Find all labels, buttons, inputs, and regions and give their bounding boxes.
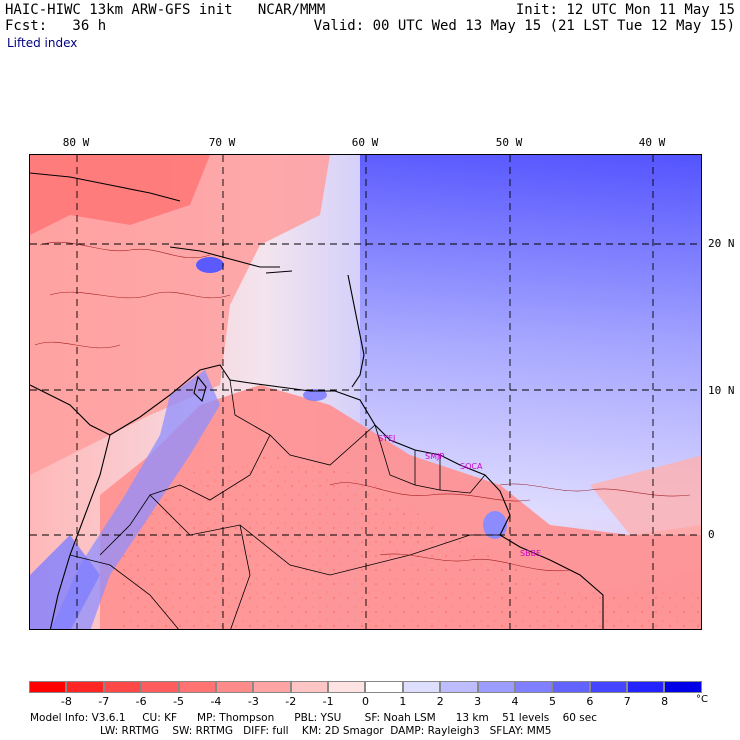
colorbar-box [365, 681, 403, 693]
colorbar-box [627, 681, 665, 693]
colorbar-box [141, 681, 179, 693]
lat-label-0: 0 [708, 528, 715, 541]
field-name: Lifted index [7, 36, 78, 50]
colorbar-tick-label: -6 [135, 695, 147, 708]
colorbar-box [215, 681, 254, 693]
station-sbbe: SBBE [520, 549, 541, 558]
colorbar-tick-label: 7 [623, 695, 631, 708]
colorbar-unit: °C [696, 694, 708, 705]
colorbar-tick-label: -5 [173, 695, 185, 708]
colorbar-tick-label: -1 [322, 695, 334, 708]
colorbar-box [552, 681, 590, 693]
colorbar-box [402, 681, 441, 693]
map-canvas: SYEJ SMJP SOCA SBBE [30, 155, 701, 629]
model-info-line2: LW: RRTMG SW: RRTMG DIFF: full KM: 2D Sm… [100, 725, 552, 737]
forecast-hour: Fcst: 36 h [5, 18, 107, 34]
colorbar-tick-label: 2 [436, 695, 444, 708]
colorbar-tick-label: -7 [98, 695, 110, 708]
colorbar-box [103, 681, 142, 693]
colorbar [29, 681, 702, 693]
lifted-index-map: SYEJ SMJP SOCA SBBE [29, 154, 702, 630]
colorbar-box [66, 681, 104, 693]
lat-label-20n: 20 N [708, 237, 735, 250]
colorbar-tick-label: -2 [285, 695, 297, 708]
colorbar-box [290, 681, 328, 693]
colorbar-box [589, 681, 627, 693]
station-smjp: SMJP [425, 452, 444, 461]
colorbar-box [440, 681, 478, 693]
colorbar-box [29, 681, 67, 693]
colorbar-box [477, 681, 515, 693]
station-soca: SOCA [460, 462, 483, 471]
colorbar-tick-label: -3 [247, 695, 259, 708]
colorbar-tick-label: 5 [548, 695, 556, 708]
colorbar-tick-label: 0 [362, 695, 369, 708]
lon-label-50w: 50 W [495, 136, 523, 149]
colorbar-tick-label: 4 [511, 695, 519, 708]
colorbar-box [664, 681, 702, 693]
colorbar-tick-label: 6 [586, 695, 594, 708]
model-title: HAIC-HIWC 13km ARW-GFS init NCAR/MMM [5, 2, 326, 18]
lon-label-40w: 40 W [638, 136, 666, 149]
valid-time: Valid: 00 UTC Wed 13 May 15 (21 LST Tue … [313, 18, 735, 34]
lon-label-80w: 80 W [62, 136, 90, 149]
model-info-line1: Model Info: V3.6.1 CU: KF MP: Thompson P… [30, 712, 597, 724]
colorbar-tick-label: -8 [60, 695, 72, 708]
lat-label-10n: 10 N [708, 384, 735, 397]
colorbar-box [328, 681, 366, 693]
lon-label-70w: 70 W [208, 136, 236, 149]
colorbar-box [514, 681, 553, 693]
colorbar-box [253, 681, 291, 693]
colorbar-tick-label: -4 [210, 695, 222, 708]
colorbar-box [178, 681, 216, 693]
colorbar-tick-label: 3 [474, 695, 482, 708]
init-time: Init: 12 UTC Mon 11 May 15 [515, 2, 735, 18]
colorbar-tick-label: 1 [399, 695, 407, 708]
colorbar-tick-label: 8 [661, 695, 669, 708]
station-syej: SYEJ [378, 434, 395, 443]
lon-label-60w: 60 W [351, 136, 379, 149]
